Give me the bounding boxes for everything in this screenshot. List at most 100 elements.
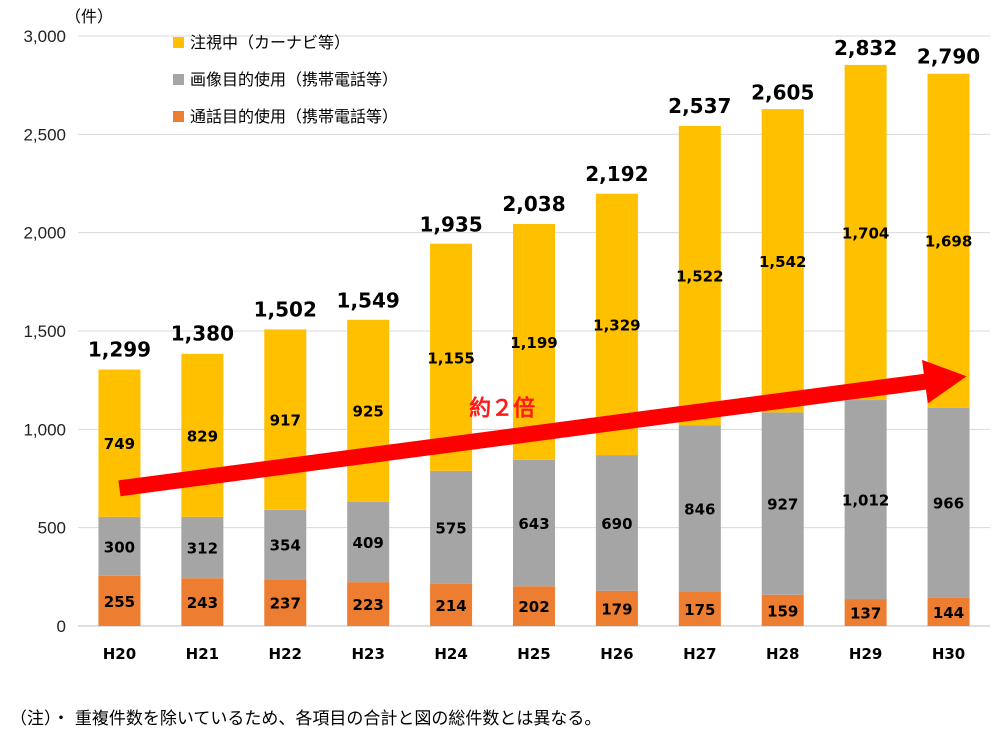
data-label: 966	[933, 495, 964, 513]
legend-swatch	[173, 111, 184, 122]
total-label: 1,502	[254, 298, 317, 322]
bar-segment	[264, 329, 307, 510]
bar-segment	[430, 243, 473, 471]
bar-segment	[513, 459, 555, 587]
total-label: 2,192	[585, 162, 648, 186]
data-label: 1,329	[593, 316, 640, 334]
y-tick-label: 2,000	[23, 224, 66, 243]
bar-segment	[98, 575, 141, 626]
bar-segment	[347, 501, 390, 583]
data-label: 312	[187, 540, 218, 558]
x-tick-label: H29	[849, 645, 882, 663]
trend-arrow	[118, 359, 967, 497]
legend-label: 画像目的使用（携帯電話等）	[190, 70, 398, 89]
x-tick-label: H25	[517, 645, 550, 663]
data-label: 925	[353, 403, 384, 421]
bar-segment	[761, 109, 804, 413]
data-label: 214	[435, 597, 466, 615]
bar-segment	[347, 582, 390, 626]
bar-segment	[264, 579, 307, 626]
bar-segment	[927, 597, 970, 626]
bar-segment	[927, 407, 970, 598]
bar-segment	[927, 73, 970, 408]
bar-segment	[678, 125, 721, 426]
total-label: 1,299	[88, 338, 151, 362]
legend: 注視中（カーナビ等） 画像目的使用（携帯電話等） 通話目的使用（携帯電話等）	[173, 33, 398, 126]
data-label: 243	[187, 594, 218, 612]
total-label: 1,380	[171, 322, 234, 346]
bar-segment	[264, 509, 307, 580]
bar-segment	[430, 470, 473, 584]
bar-segment	[844, 64, 887, 401]
y-tick-label: 1,000	[23, 420, 66, 439]
data-label: 409	[353, 534, 384, 552]
data-label: 1,522	[676, 268, 723, 286]
data-label: 917	[270, 412, 301, 430]
x-tick-label: H22	[269, 645, 302, 663]
data-label: 144	[933, 604, 964, 622]
data-label: 255	[104, 593, 135, 611]
x-tick-label: H28	[766, 645, 799, 663]
bar-segment	[347, 319, 390, 502]
total-label: 2,038	[502, 192, 565, 216]
data-label: 1,704	[842, 224, 889, 242]
data-label: 1,542	[759, 253, 806, 271]
x-axis: H20 H21 H22 H23 H24 H25 H26 H27 H28 H29 H30	[103, 645, 966, 663]
y-axis-unit-label: （件）	[65, 7, 113, 26]
bar-segment	[678, 425, 721, 592]
x-tick-label: H30	[932, 645, 965, 663]
x-tick-label: H26	[600, 645, 633, 663]
data-label: 575	[435, 519, 466, 537]
data-label: 1,012	[842, 492, 889, 510]
data-label: 643	[518, 515, 549, 533]
y-tick-label: 2,500	[23, 125, 66, 144]
bar-segment	[98, 516, 141, 576]
total-label: 2,537	[668, 94, 731, 118]
bars: 255 300 749 1,299 243 312 829 1,380 237 354 917 1,5…	[88, 36, 980, 626]
x-tick-label: H23	[351, 645, 384, 663]
total-label: 2,790	[917, 44, 980, 68]
data-label: 223	[353, 596, 384, 614]
data-label: 690	[601, 515, 632, 533]
total-label: 2,832	[834, 36, 897, 60]
bar-segment	[513, 586, 555, 626]
data-label: 202	[518, 598, 549, 616]
x-tick-label: H21	[186, 645, 219, 663]
x-tick-label: H20	[103, 645, 136, 663]
data-label: 829	[187, 427, 218, 445]
bar-segment	[181, 353, 224, 517]
legend-swatch	[173, 37, 184, 48]
footnote: （注）・ 重複件数を除いているため、各項目の合計と図の総件数とは異なる。	[10, 709, 602, 729]
bar-segment	[595, 193, 638, 456]
x-tick-label: H24	[434, 645, 467, 663]
trend-annotation-text: 約２倍	[469, 396, 535, 422]
data-label: 175	[684, 601, 715, 619]
y-axis: 0 500 1,000 1,500 2,000 2,500 3,000	[23, 27, 66, 636]
total-label: 1,549	[337, 288, 400, 312]
y-tick-label: 1,500	[23, 322, 66, 341]
x-tick-label: H27	[683, 645, 716, 663]
total-label: 2,605	[751, 81, 814, 105]
bar-segment	[595, 590, 638, 626]
bar-segment	[678, 591, 721, 626]
total-label: 1,935	[419, 212, 482, 236]
data-label: 1,199	[510, 334, 557, 352]
legend-swatch	[173, 74, 184, 85]
bar-segment	[181, 578, 224, 626]
data-label: 1,155	[427, 349, 474, 367]
bar-segment	[430, 583, 473, 626]
data-label: 846	[684, 500, 715, 518]
bar-segment	[844, 599, 887, 626]
stacked-bar-chart: 0 500 1,000 1,500 2,000 2,500 3,000 （件） 255 300…	[23, 7, 990, 663]
data-label: 1,698	[925, 233, 972, 251]
legend-label: 通話目的使用（携帯電話等）	[190, 107, 398, 126]
data-label: 179	[601, 600, 632, 618]
y-tick-label: 3,000	[23, 27, 66, 46]
data-label: 927	[767, 496, 798, 514]
bar-segment	[181, 516, 224, 579]
data-label: 300	[104, 538, 135, 556]
y-tick-label: 0	[57, 617, 66, 636]
bar-segment	[844, 400, 887, 600]
data-label: 354	[270, 537, 301, 555]
data-label: 749	[104, 435, 135, 453]
